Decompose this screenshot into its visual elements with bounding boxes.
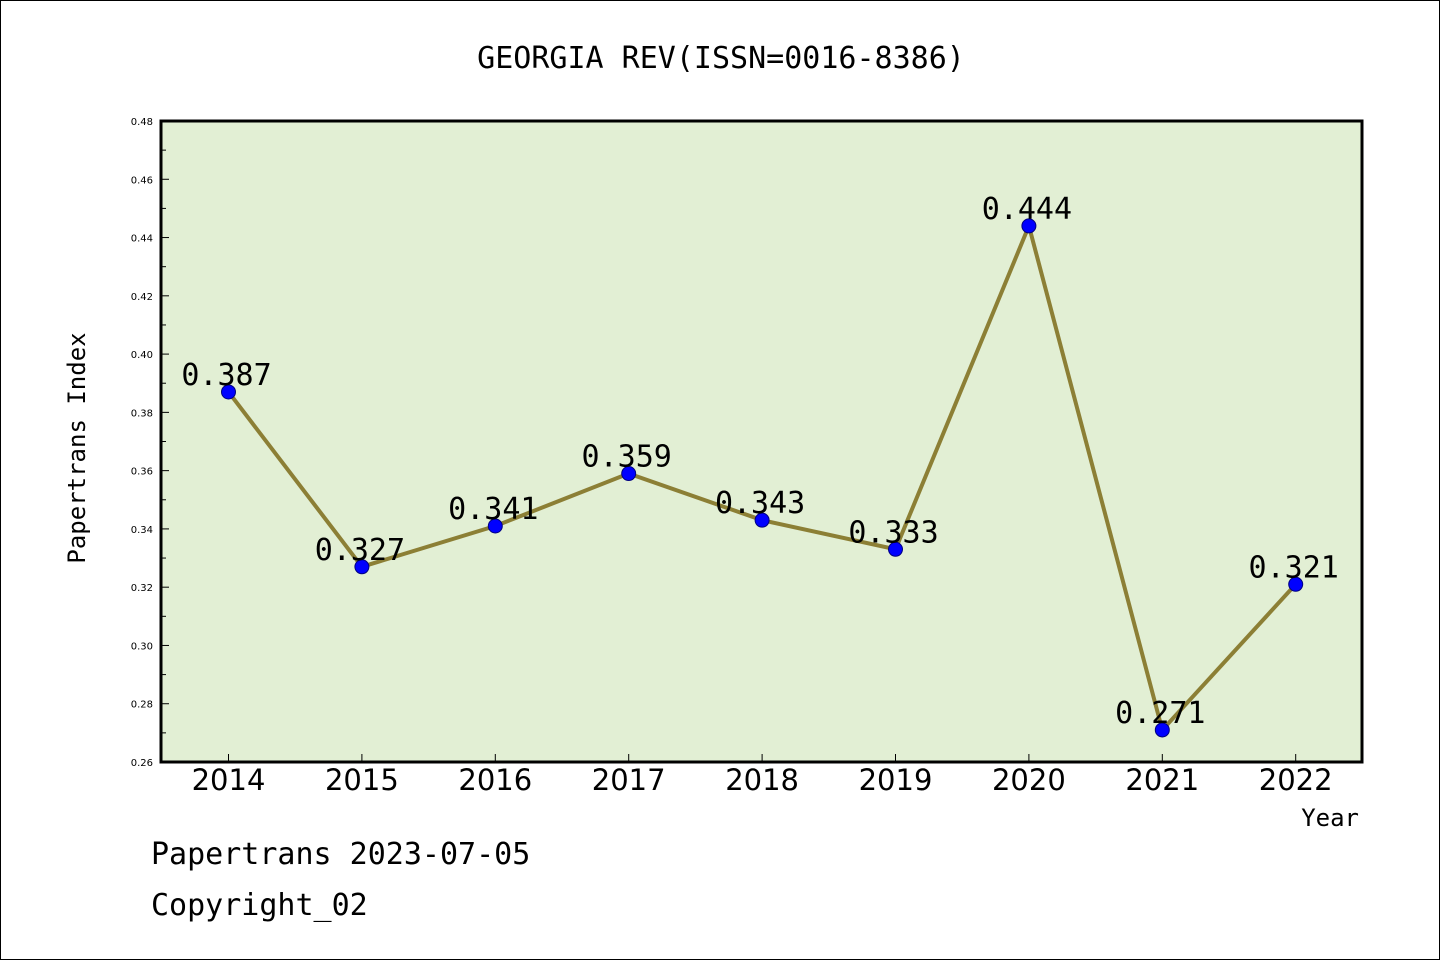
- data-point: [221, 384, 236, 400]
- x-axis-title: Year: [1301, 804, 1359, 832]
- data-labels-group: 0.387 0.327 0.341 0.359 0.343 0.333 0.444 0.271…: [181, 192, 1339, 731]
- plot-area: [159, 119, 1364, 764]
- y-tick-label: 0.30: [131, 641, 153, 652]
- x-tick-label: 2019: [859, 763, 933, 797]
- x-tick-label: 2018: [725, 763, 799, 797]
- chart-title: GEORGIA REV(ISSN=0016-8386): [477, 41, 965, 76]
- series-group: [221, 218, 1304, 738]
- y-axis-title: Papertrans Index: [63, 332, 91, 563]
- x-tick-label: 2014: [192, 763, 266, 797]
- y-tick-label: 0.48: [131, 117, 153, 128]
- y-tick-label: 0.36: [131, 467, 153, 478]
- x-tick-label: 2021: [1125, 763, 1199, 797]
- data-label: 0.341: [448, 492, 538, 527]
- y-tick-label: 0.28: [131, 700, 153, 711]
- data-point: [754, 512, 770, 528]
- x-tick-label: 2020: [992, 763, 1066, 797]
- footer-copyright: Copyright_02: [151, 888, 368, 923]
- x-tick-label: 2016: [458, 763, 532, 797]
- data-point: [888, 541, 903, 557]
- data-point: [1154, 722, 1170, 738]
- y-tick-label: 0.40: [131, 350, 153, 361]
- y-tick-label: 0.46: [131, 175, 153, 186]
- y-tick-label: 0.38: [131, 408, 153, 419]
- x-tick-label: 2017: [592, 763, 666, 797]
- x-axis: 2014 2015 2016 2017 2018 2019 2020 2021 2022: [192, 754, 1333, 797]
- y-tick-label: 0.34: [131, 525, 153, 536]
- x-tick-label: 2022: [1259, 763, 1333, 797]
- y-tick-label: 0.44: [131, 234, 153, 245]
- y-tick-label: 0.26: [131, 758, 153, 769]
- data-label: 0.387: [181, 358, 271, 393]
- data-label: 0.327: [315, 533, 405, 568]
- data-label: 0.343: [715, 486, 805, 521]
- data-label: 0.444: [982, 192, 1072, 227]
- data-point: [354, 559, 370, 575]
- data-point: [621, 466, 637, 482]
- footer-date: Papertrans 2023-07-05: [151, 837, 530, 872]
- data-label: 0.359: [582, 440, 672, 475]
- x-tick-label: 2015: [325, 763, 399, 797]
- data-point: [487, 518, 503, 534]
- data-label: 0.271: [1115, 696, 1205, 731]
- y-tick-label: 0.32: [131, 583, 153, 594]
- data-point: [1021, 218, 1037, 234]
- data-label: 0.321: [1249, 550, 1339, 585]
- data-point: [1288, 576, 1304, 592]
- y-axis: 0.26 0.28 0.30 0.32 0.34 0.36 0.38 0.40 0.42 0.44…: [131, 117, 169, 769]
- data-label: 0.333: [848, 515, 938, 550]
- y-tick-label: 0.42: [131, 292, 153, 303]
